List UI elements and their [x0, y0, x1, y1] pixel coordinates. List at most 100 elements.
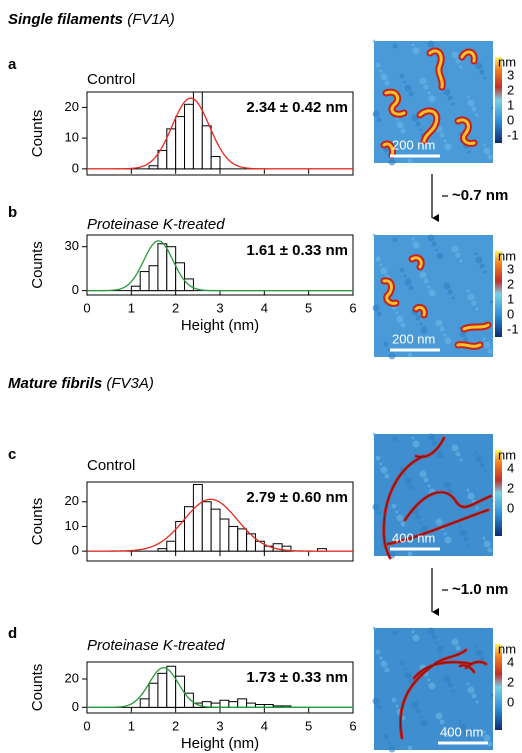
afm-speckle [482, 143, 486, 147]
afm-speckle [372, 503, 380, 511]
afm-speckle [420, 719, 428, 727]
afm-speckle [423, 84, 429, 90]
afm-speckle [412, 47, 420, 55]
afm-speckle [487, 741, 493, 747]
afm-speckle [471, 300, 477, 306]
afm-speckle [372, 233, 376, 237]
afm-speckle [404, 84, 412, 92]
afm-speckle [483, 469, 487, 473]
fit-curve [87, 498, 353, 552]
afm-speckle [463, 730, 469, 736]
scale-bar-label: 200 nm [392, 331, 435, 346]
afm-speckle [447, 95, 453, 101]
afm-speckle [388, 352, 396, 360]
x-axis-label: Height (nm) [181, 317, 259, 334]
panel-letter: d [8, 625, 17, 642]
afm-speckle [479, 656, 485, 662]
afm-speckle [467, 99, 475, 107]
colorbar-label: 0 [507, 112, 514, 127]
x-tick-label: 6 [349, 718, 356, 733]
x-tick-label: 3 [216, 300, 223, 315]
afm-speckle [427, 91, 431, 95]
afm-speckle [455, 451, 461, 457]
step-label: ~1.0 nm [452, 581, 508, 598]
afm-speckle [372, 432, 376, 436]
colorbar-label: -1 [507, 321, 519, 336]
histogram-bar [184, 103, 194, 170]
afm-speckle [427, 627, 435, 635]
afm-speckle [383, 341, 389, 347]
afm-speckle [384, 80, 390, 86]
afm-speckle [451, 296, 455, 300]
afm-feature-core [456, 118, 476, 145]
x-tick-label: 1 [128, 718, 135, 733]
afm-speckle [455, 645, 461, 651]
afm-speckle [451, 444, 459, 452]
afm-speckle [467, 492, 475, 500]
afm-speckle [412, 440, 420, 448]
afm-speckle [475, 113, 479, 117]
afm-speckle [396, 315, 404, 323]
afm-speckle [407, 551, 413, 557]
x-tick-label: 6 [349, 300, 356, 315]
colorbar [495, 644, 502, 730]
afm-speckle [396, 514, 404, 522]
afm-speckle [427, 285, 431, 289]
afm-speckle [403, 667, 407, 671]
colorbar-label: 2 [507, 82, 514, 97]
step-label: ~0.7 nm [452, 187, 508, 204]
afm-speckle [395, 117, 399, 121]
afm-speckle [487, 547, 493, 553]
afm-speckle [487, 348, 493, 354]
afm-speckle [466, 289, 470, 293]
colorbar [495, 450, 502, 536]
afm-speckle [372, 110, 380, 118]
x-tick-label: 0 [83, 718, 90, 733]
histogram-bar [228, 525, 239, 552]
afm-speckle [395, 510, 399, 514]
histogram-bar [148, 265, 159, 292]
afm-speckle [415, 708, 421, 714]
histogram-bar [210, 156, 221, 170]
histogram-bar [157, 149, 168, 170]
afm-feature-core [382, 142, 394, 157]
afm-speckle [482, 730, 486, 734]
y-tick-label: 20 [65, 670, 79, 685]
histogram-bar [139, 271, 150, 292]
afm-speckle [479, 462, 485, 468]
histogram-bar [228, 701, 239, 708]
afm-feature-core [410, 256, 423, 269]
afm-speckle [474, 645, 478, 649]
afm-speckle [490, 499, 494, 503]
y-tick-label: 0 [72, 160, 79, 175]
afm-speckle [415, 121, 421, 127]
afm-speckle [451, 51, 459, 59]
afm-speckle [459, 529, 467, 537]
y-tick-label: 0 [72, 282, 79, 297]
afm-speckle [408, 285, 414, 291]
afm-speckle [372, 304, 380, 312]
afm-speckle [372, 39, 376, 43]
colorbar-unit: nm [498, 447, 516, 462]
afm-speckle [467, 150, 471, 154]
afm-speckle [375, 256, 381, 262]
afm-speckle [376, 311, 382, 317]
x-tick-label: 1 [128, 300, 135, 315]
afm-speckle [403, 473, 407, 477]
y-axis-label: Counts [29, 241, 46, 289]
afm-speckle [407, 745, 413, 751]
afm-speckle [435, 518, 443, 526]
afm-speckle [419, 715, 423, 719]
afm-speckle [407, 158, 413, 164]
afm-speckle [444, 337, 452, 345]
afm-speckle [419, 77, 427, 85]
histogram-bar [201, 501, 212, 552]
afm-speckle [451, 689, 455, 693]
afm-speckle [439, 132, 445, 138]
afm-speckle [443, 282, 451, 290]
afm-speckle [412, 241, 420, 249]
colorbar-label: 2 [507, 276, 514, 291]
afm-speckle [379, 263, 383, 267]
afm-speckle [384, 473, 390, 479]
histogram-bar [130, 285, 141, 292]
